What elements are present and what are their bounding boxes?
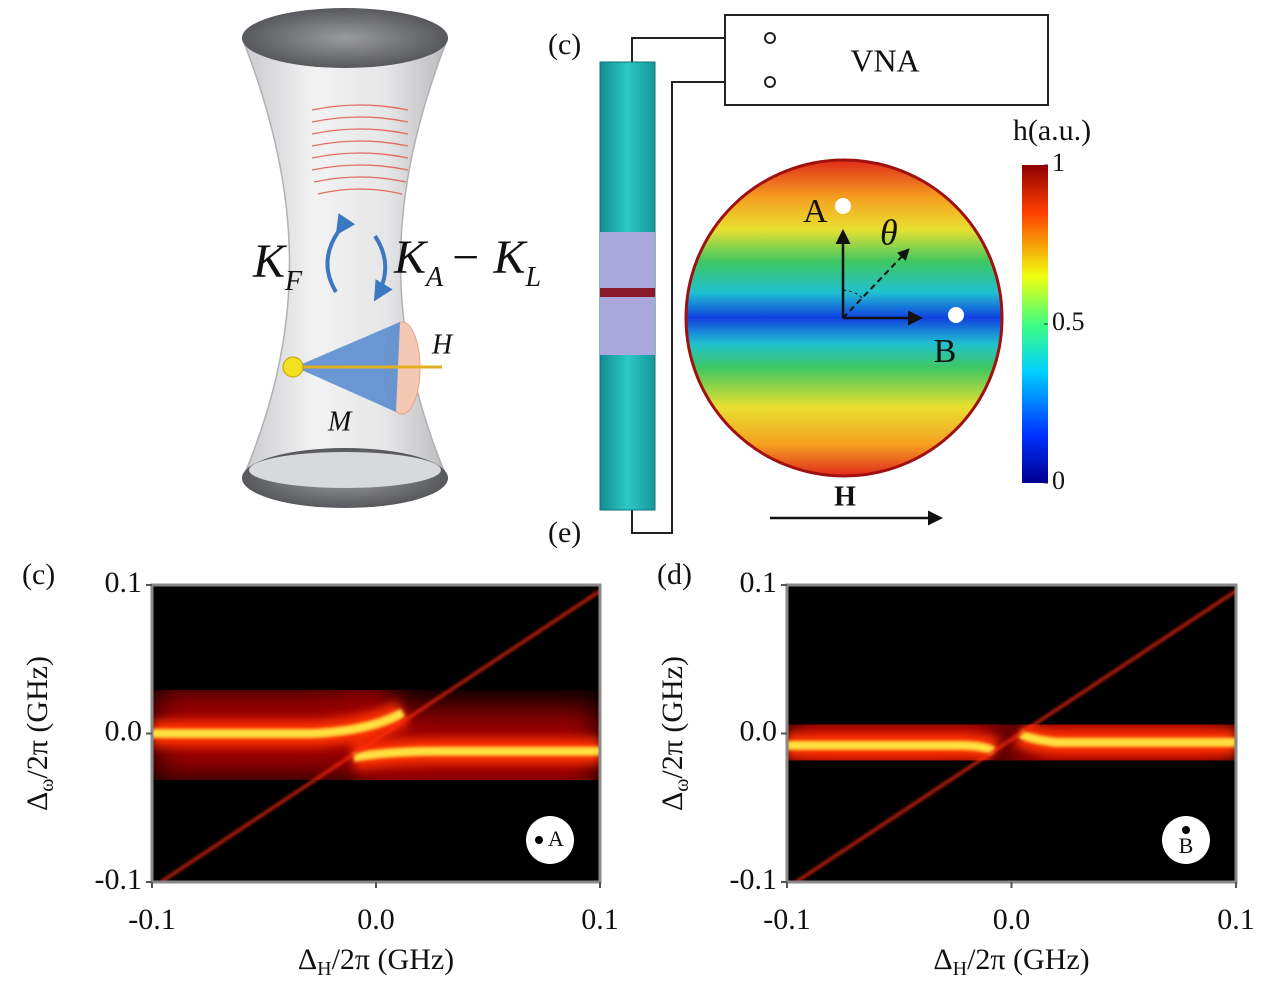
panel-label: (e)	[548, 516, 581, 549]
point-label: A	[803, 193, 828, 230]
x-tick-label: 0.1	[581, 903, 619, 936]
y-tick-label: 0.1	[740, 566, 778, 599]
port	[765, 33, 775, 43]
panel-label: (d)	[657, 558, 692, 591]
y-label: Δω/2π (GHz)	[21, 656, 58, 811]
figure: KF KA− KL H M (c) (e) VNA A B θ H h(a.u.…	[0, 0, 1270, 983]
setup: (c) (e) VNA A B θ H h(a.u.)	[548, 15, 1091, 549]
mirror-face	[249, 452, 441, 488]
spin	[283, 357, 303, 377]
x-label: ΔH/2π (GHz)	[933, 943, 1089, 980]
coupling-symbol: − K	[449, 231, 528, 284]
colorbar-label: h(a.u.)	[1013, 114, 1091, 147]
coupling-label: KA− KL	[393, 231, 541, 293]
coupling-symbol: K	[393, 231, 429, 284]
device-sample	[600, 288, 655, 297]
panel-label: (c)	[22, 558, 55, 591]
y-tick-label: -0.1	[730, 863, 778, 896]
page: {"cavity": {"coupling_left": "K", "coupl…	[0, 0, 1270, 983]
mirror-top	[242, 8, 448, 68]
marker-label: B	[1179, 833, 1194, 858]
axis-symbol: Δ	[656, 792, 689, 811]
axis-text: /2π (GHz)	[21, 656, 54, 779]
axis-symbol: Δ	[933, 943, 952, 976]
x-tick-label: 0.0	[357, 903, 395, 936]
magnetization-label: M	[327, 406, 353, 437]
marker-label: A	[548, 826, 564, 851]
point-b	[948, 307, 964, 323]
axis-text: /2π (GHz)	[332, 943, 455, 976]
axis-subscript: H	[317, 958, 331, 980]
device-band	[600, 297, 655, 355]
axis-subscript: ω	[671, 779, 693, 792]
x-tick-label: 0.1	[1217, 903, 1255, 936]
point-label: B	[934, 333, 957, 370]
y-tick-label: 0.1	[105, 566, 143, 599]
x-tick-label: -0.1	[763, 903, 811, 936]
instrument-label: VNA	[850, 42, 919, 78]
field-label: H	[431, 329, 454, 360]
coupling-subscript: F	[284, 266, 303, 297]
coupling-subscript: A	[424, 262, 444, 293]
y-tick-label: 0.0	[105, 714, 143, 747]
x-tick-label: 0.0	[993, 903, 1031, 936]
angle-label: θ	[880, 212, 898, 252]
x-tick-label: -0.1	[128, 903, 176, 936]
y-tick-label: 0.0	[740, 714, 778, 747]
y-label: Δω/2π (GHz)	[656, 656, 693, 811]
colorbar-tick-label: 0.5	[1052, 307, 1085, 336]
axis-subscript: ω	[36, 779, 58, 792]
colorbar-tick-label: 0	[1052, 466, 1065, 495]
axis-symbol: Δ	[298, 943, 317, 976]
cavity: KF KA− KL H M	[242, 8, 541, 508]
y-tick-label: -0.1	[95, 863, 143, 896]
axis-text: /2π (GHz)	[656, 656, 689, 779]
axis-symbol: Δ	[21, 792, 54, 811]
x-label: ΔH/2π (GHz)	[298, 943, 454, 980]
point-a	[835, 198, 851, 214]
coupling-symbol: K	[252, 235, 288, 288]
port	[765, 77, 775, 87]
axis-text: /2π (GHz)	[967, 943, 1090, 976]
marker-dot	[535, 836, 543, 844]
field-label: H	[834, 481, 856, 512]
coupling-subscript: L	[525, 262, 542, 293]
panel-label: (c)	[548, 28, 581, 61]
axis-subscript: H	[953, 958, 967, 980]
device-band	[600, 232, 655, 290]
colorbar-tick-label: 1	[1052, 148, 1065, 177]
